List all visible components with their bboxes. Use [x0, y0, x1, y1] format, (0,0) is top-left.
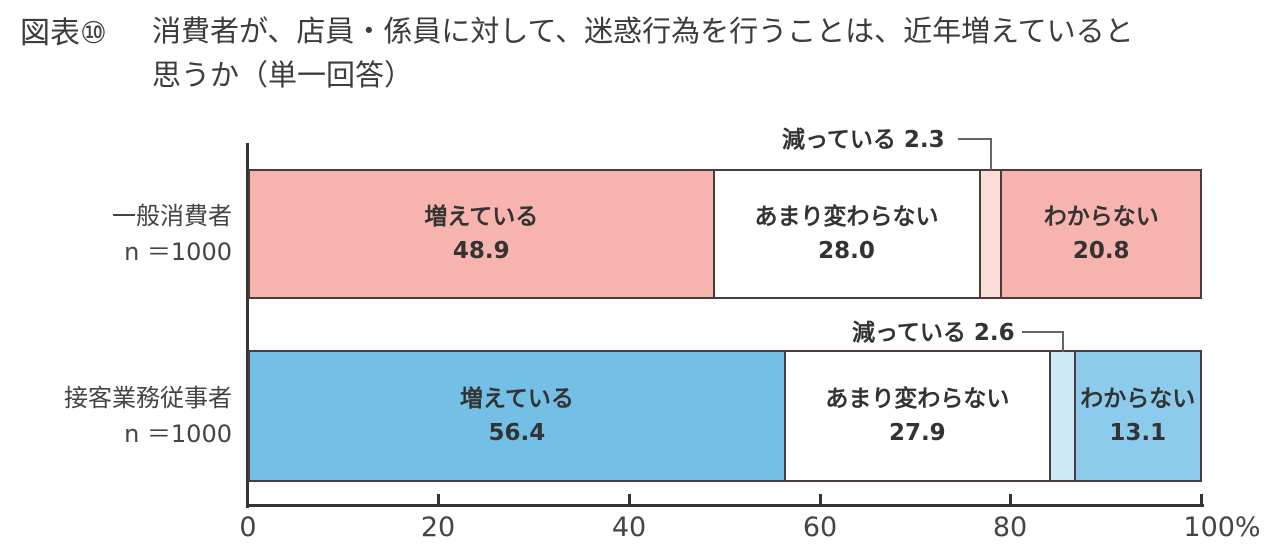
callout-leader-line — [1062, 331, 1064, 352]
x-tick-label: 60 — [802, 512, 838, 543]
segment-value: 28.0 — [818, 238, 875, 264]
segment-label: わからない — [1043, 204, 1159, 230]
callout-decreasing: 減っている 2.3 — [782, 127, 945, 153]
callout-leader-line — [958, 138, 992, 140]
bar-service-workers: 増えている 56.4 あまり変わらない 27.9 わからない 13.1 — [248, 350, 1202, 482]
segment-label: わからない — [1080, 386, 1196, 412]
segment-label: 増えている — [424, 204, 539, 230]
segment-value: 13.1 — [1109, 420, 1167, 446]
segment-increasing: 増えている 48.9 — [250, 171, 715, 297]
figure-number: 図表⑩ — [20, 16, 107, 51]
row-label-service-workers: 接客業務従事者 n ＝1000 — [64, 380, 232, 452]
bar-general-consumers: 増えている 48.9 あまり変わらない 28.0 わからない 20.8 — [248, 169, 1202, 299]
segment-value: 27.9 — [888, 420, 946, 446]
segment-no-change: あまり変わらない 28.0 — [714, 171, 981, 297]
x-tick-100 — [1200, 494, 1203, 505]
segment-unknown: わからない 13.1 — [1075, 352, 1200, 480]
y-axis-line — [246, 143, 249, 508]
x-tick-label: 40 — [611, 512, 647, 543]
segment-no-change: あまり変わらない 27.9 — [785, 352, 1051, 480]
row-sample-size: n ＝1000 — [124, 420, 232, 448]
segment-value: 56.4 — [488, 420, 546, 446]
segment-label: あまり変わらない — [754, 204, 939, 230]
row-label-general-consumers: 一般消費者 n ＝1000 — [112, 198, 232, 270]
segment-decreasing — [980, 171, 1003, 297]
x-tick-label: 80 — [992, 512, 1028, 543]
title-line-1: 消費者が、店員・係員に対して、迷惑行為を行うことは、近年増えていると — [152, 14, 1134, 48]
x-tick-20 — [437, 494, 440, 505]
segment-increasing: 増えている 56.4 — [250, 352, 786, 480]
x-tick-80 — [1009, 494, 1012, 505]
segment-label: 増えている — [459, 386, 574, 412]
title-line-2: 思うか（単一回答） — [152, 58, 414, 92]
row-name: 接客業務従事者 — [64, 384, 232, 412]
row-name: 一般消費者 — [112, 202, 232, 230]
x-tick-40 — [628, 494, 631, 505]
row-sample-size: n ＝1000 — [124, 238, 232, 266]
x-axis-line — [246, 504, 1204, 507]
segment-label: あまり変わらない — [825, 386, 1010, 412]
x-tick-label: 20 — [420, 512, 456, 543]
segment-value: 20.8 — [1072, 238, 1130, 264]
segment-decreasing — [1050, 352, 1076, 480]
x-tick-60 — [819, 494, 822, 505]
segment-unknown: わからない 20.8 — [1002, 171, 1200, 297]
callout-leader-line — [1022, 331, 1064, 333]
callout-leader-line — [990, 138, 992, 170]
x-tick-label: 100% — [1183, 512, 1261, 543]
callout-decreasing: 減っている 2.6 — [852, 320, 1015, 346]
segment-value: 48.9 — [452, 238, 510, 264]
x-tick-label: 0 — [239, 512, 257, 543]
